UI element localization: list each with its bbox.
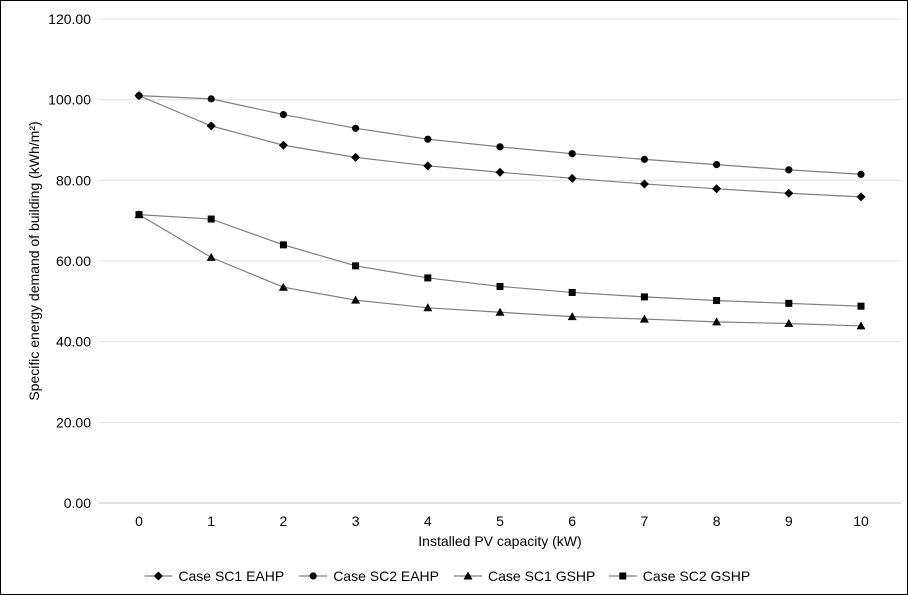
y-axis-title: Specific energy demand of building (kWh/… — [26, 121, 42, 400]
legend-label: Case SC1 EAHP — [178, 568, 284, 584]
legend-marker-diamond — [153, 571, 163, 581]
data-point-diamond — [784, 188, 794, 198]
x-tick-label: 10 — [853, 513, 869, 529]
series-3 — [134, 210, 866, 330]
data-point-triangle — [856, 321, 866, 330]
x-tick-label: 8 — [713, 513, 721, 529]
data-point-diamond — [278, 140, 288, 150]
data-point-triangle — [567, 312, 577, 321]
data-point-circle — [568, 150, 576, 158]
series-4 — [135, 211, 865, 310]
data-point-square — [713, 297, 721, 305]
data-point-circle — [496, 143, 504, 151]
data-point-square — [640, 293, 648, 301]
x-tick-label: 5 — [496, 513, 504, 529]
data-point-triangle — [639, 314, 649, 323]
series-1 — [134, 91, 866, 202]
y-tick-label: 100.00 — [48, 92, 91, 108]
data-point-triangle — [784, 319, 794, 328]
data-point-circle — [135, 92, 143, 100]
x-tick-label: 2 — [280, 513, 288, 529]
legend-item: Case SC1 GSHP — [454, 568, 595, 584]
axes: 0.00 20.00 40.00 60.00 80.00 100.00 120.00 0 1 2 3… — [48, 11, 901, 529]
x-tick-label: 7 — [641, 513, 649, 529]
data-point-diamond — [423, 161, 433, 171]
y-tick-label: 120.00 — [48, 11, 91, 27]
legend-label: Case SC2 EAHP — [333, 568, 439, 584]
legend-marker-circle — [309, 572, 317, 580]
data-point-diamond — [639, 179, 649, 189]
series-2 — [135, 92, 865, 178]
data-point-square — [424, 274, 432, 282]
legend-item: Case SC1 EAHP — [144, 568, 284, 584]
x-axis-title: Installed PV capacity (kW) — [418, 533, 581, 549]
data-point-square — [785, 299, 793, 307]
data-point-diamond — [351, 152, 361, 162]
data-point-square — [352, 262, 360, 270]
data-point-circle — [713, 161, 721, 169]
series-line — [138, 214, 862, 307]
data-point-circle — [352, 124, 360, 132]
data-point-triangle — [423, 303, 433, 312]
data-point-square — [568, 288, 576, 296]
data-point-circle — [785, 166, 793, 174]
data-point-square — [135, 211, 143, 219]
series-group — [134, 91, 866, 330]
y-tick-label: 40.00 — [56, 334, 91, 350]
data-point-triangle — [495, 307, 505, 316]
x-tick-label: 1 — [207, 513, 215, 529]
x-tick-label: 0 — [135, 513, 143, 529]
legend-item: Case SC2 GSHP — [608, 568, 750, 584]
gridlines — [99, 18, 901, 423]
data-point-triangle — [712, 317, 722, 326]
legend-label: Case SC1 GSHP — [488, 568, 595, 584]
data-point-circle — [640, 155, 649, 163]
data-point-triangle — [206, 252, 216, 261]
data-point-square — [857, 302, 865, 310]
y-tick-label: 20.00 — [56, 414, 91, 430]
data-point-square — [207, 215, 215, 223]
legend-marker-triangle — [463, 571, 473, 580]
data-point-diamond — [206, 121, 216, 131]
y-tick-label: 80.00 — [56, 172, 91, 188]
data-point-diamond — [567, 173, 577, 183]
data-point-triangle — [278, 282, 288, 291]
legend-item: Case SC2 EAHP — [299, 568, 439, 584]
data-point-diamond — [856, 192, 866, 202]
data-point-circle — [279, 110, 287, 119]
y-tick-label: 60.00 — [56, 253, 91, 269]
data-point-circle — [857, 170, 865, 178]
legend: Case SC1 EAHP Case SC2 EAHP Case SC1 GSHP C… — [144, 568, 750, 584]
data-point-square — [279, 241, 287, 249]
data-point-square — [496, 282, 504, 290]
x-tick-label: 6 — [568, 513, 576, 529]
data-point-diamond — [712, 184, 722, 194]
x-tick-label: 9 — [785, 513, 793, 529]
data-point-diamond — [495, 167, 505, 177]
x-tick-label: 4 — [424, 513, 432, 529]
y-tick-label: 0.00 — [64, 495, 91, 511]
data-point-circle — [207, 95, 215, 103]
legend-marker-square — [619, 572, 627, 580]
legend-label: Case SC2 GSHP — [643, 568, 750, 584]
data-point-circle — [424, 135, 432, 143]
x-tick-label: 3 — [352, 513, 360, 529]
data-point-triangle — [351, 295, 361, 304]
